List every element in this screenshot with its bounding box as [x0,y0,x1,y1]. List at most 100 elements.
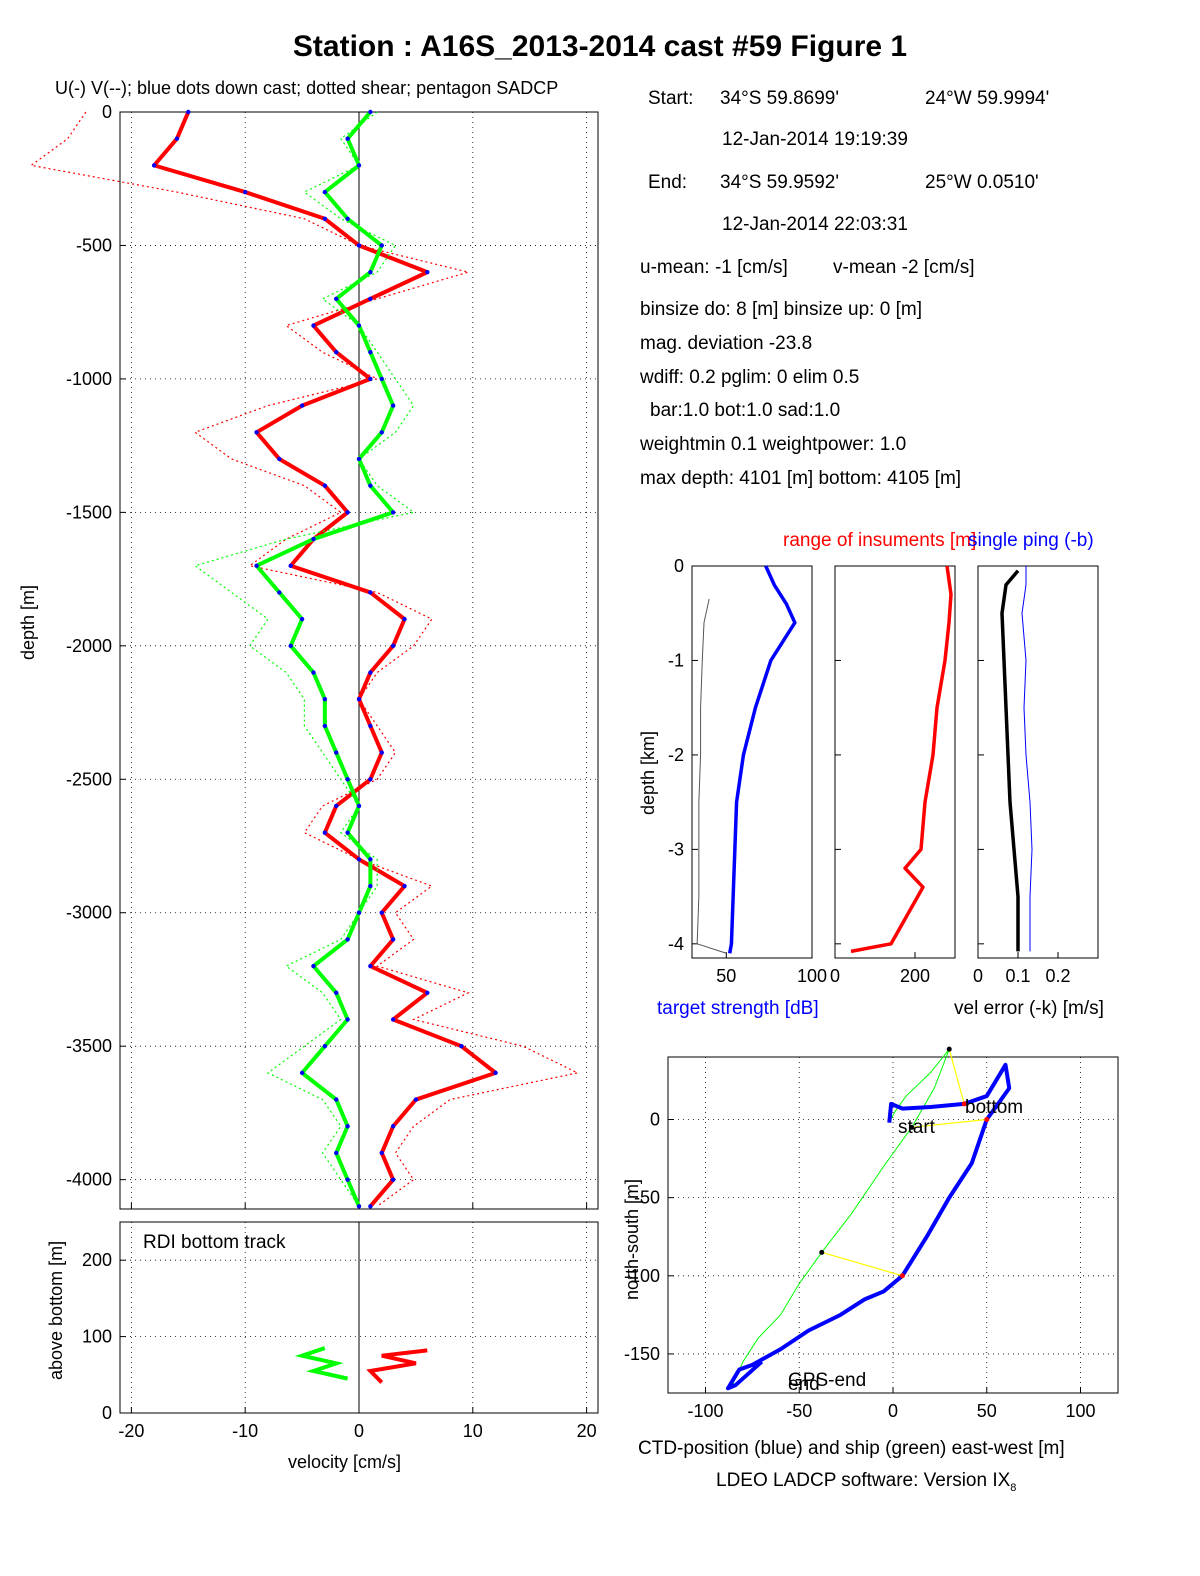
end-time: 12-Jan-2014 22:03:31 [722,214,908,235]
ctd-marker [984,1117,990,1123]
ctd-marker [899,1273,905,1279]
downcast-dot [254,563,259,568]
y-tick-label: -4000 [66,1170,112,1190]
downcast-dot [368,350,373,355]
x-tick-label: 20 [577,1421,597,1441]
profile-line [727,565,797,954]
y-tick-label: 200 [82,1250,112,1270]
downcast-dot [459,1043,464,1049]
downcast-dot [368,1204,373,1209]
profile-line [696,598,727,954]
downcast-dot [345,510,350,515]
profile-line [1000,569,1020,952]
x-tick-label: -50 [786,1401,812,1421]
y-tick-label: -2500 [66,769,112,789]
downcast-dot [368,590,373,595]
link-line [911,1118,987,1128]
downcast-dot [356,323,362,328]
y-tick-label: -3 [668,839,684,859]
velocity-ylabel: depth [m] [18,584,38,660]
downcast-dot [151,163,157,168]
downcast-dot [322,723,328,729]
downcast-dot [322,216,328,221]
downcast-dot [345,1177,350,1182]
downcast-dot [379,376,384,382]
x-tick-label: -100 [687,1401,723,1421]
end-lat: 34°S 59.9592' [720,172,839,193]
software-version: LDEO LADCP software: Version IX8 [716,1470,1016,1494]
downcast-dot [299,1070,305,1076]
mag-deviation: mag. deviation -23.8 [640,333,813,354]
velocity-profile-panel: 0 -500 -1000 -1500 -2000 -2500 -3000 -3500 -4000 [29,102,599,1210]
downcast-dot [368,269,373,275]
max-depth: max depth: 4101 [m] bottom: 4105 [m] [640,468,962,489]
x-tick-label: 0.2 [1045,966,1070,986]
downcast-dot [356,163,362,168]
series-line [254,110,396,1208]
plot-frame [691,565,813,959]
y-tick-label: -1 [668,650,684,670]
downcast-dot [288,563,293,568]
u-mean: u-mean: -1 [cm/s] [640,257,788,278]
plot-frame [977,565,1099,959]
downcast-dot [425,990,430,996]
downcast-dot [311,536,316,542]
downcast-dot [390,937,396,942]
position-xlabel: CTD-position (blue) and ship (green) eas… [638,1438,1065,1459]
downcast-dot [356,697,362,702]
downcast-dot [345,1124,350,1129]
x-tick-label: 10 [463,1421,483,1441]
binsize: binsize do: 8 [m] binsize up: 0 [m] [640,299,922,320]
downcast-dot [368,483,373,488]
start-time: 12-Jan-2014 19:19:39 [722,129,908,150]
downcast-dot [368,963,373,969]
downcast-dot [322,189,328,195]
downcast-dot [334,803,339,809]
v-mean: v-mean -2 [cm/s] [833,257,975,278]
x-tick-label: -20 [118,1421,144,1441]
x-tick-label: 100 [797,966,827,986]
vel-error-xlabel: vel error (-k) [m/s] [954,998,1104,1019]
weight: weightmin 0.1 weightpower: 1.0 [640,434,907,455]
y-tick-label: 0 [102,1403,112,1423]
downcast-dot [356,910,362,915]
downcast-dot [356,1204,362,1209]
downcast-dot [390,643,396,649]
downcast-dot [345,777,350,782]
downcast-dot [402,616,407,622]
x-tick-label: 200 [900,966,930,986]
link-line [948,1049,965,1105]
y-tick-label: 0 [102,102,112,122]
wdiff: wdiff: 0.2 pglim: 0 elim 0.5 [640,367,860,388]
velocity-error-panel: 0 0.1 0.2 [973,565,1099,986]
downcast-dot [390,1177,396,1182]
downcast-dot [390,403,396,408]
downcast-dot [174,136,180,141]
downcast-dot [277,456,282,462]
downcast-dot [368,723,373,729]
ship-marker [909,1124,915,1130]
y-tick-label: -4 [668,934,684,954]
x-tick-label: 50 [977,1401,997,1421]
downcast-dot [425,269,430,275]
plot-frame [834,565,956,959]
x-tick-label: 0.1 [1005,966,1030,986]
downcast-dot [379,243,384,248]
downcast-dot [322,697,328,702]
downcast-dot [277,590,282,595]
downcast-dot [390,1124,396,1129]
instrument-range-panel: 0 200 [830,565,956,986]
downcast-dot [493,1070,498,1076]
downcast-dot [390,510,396,515]
downcast-dot [368,883,373,889]
downcast-dot [311,323,316,328]
y-tick-label: -3000 [66,903,112,923]
link-line [821,1251,903,1277]
downcast-dot [379,430,384,435]
downcast-dot [345,937,350,942]
depth-km-ylabel: depth [km] [638,730,658,815]
figure-subtitle: U(-) V(--); blue dots down cast; dotted … [55,78,559,98]
downcast-dot [413,1097,419,1102]
end-label: End: [648,172,688,193]
downcast-dot [368,857,373,862]
